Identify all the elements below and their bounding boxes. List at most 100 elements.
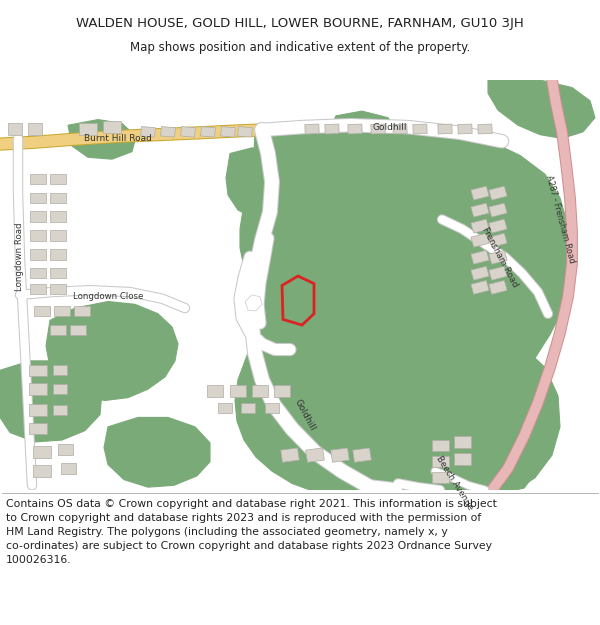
Polygon shape (241, 403, 255, 412)
Text: Longdown Road: Longdown Road (16, 223, 25, 291)
Polygon shape (471, 186, 489, 200)
Polygon shape (30, 211, 46, 222)
Polygon shape (265, 403, 279, 412)
Polygon shape (50, 174, 66, 184)
Polygon shape (431, 456, 449, 468)
Polygon shape (53, 365, 67, 376)
Polygon shape (61, 462, 76, 474)
Polygon shape (245, 295, 262, 311)
Polygon shape (50, 192, 66, 203)
Polygon shape (103, 121, 121, 132)
Polygon shape (0, 361, 102, 442)
Polygon shape (489, 219, 507, 233)
Polygon shape (274, 386, 290, 397)
Polygon shape (29, 384, 47, 395)
Text: Beech Avenue: Beech Avenue (435, 455, 475, 512)
Polygon shape (104, 418, 210, 487)
Text: Map shows position and indicative extent of the property.: Map shows position and indicative extent… (130, 41, 470, 54)
Text: Longdown Close: Longdown Close (73, 292, 143, 301)
Text: Frensham Road: Frensham Road (481, 226, 520, 289)
Polygon shape (46, 301, 178, 401)
Polygon shape (331, 448, 349, 462)
Polygon shape (74, 306, 90, 316)
Polygon shape (8, 123, 22, 134)
Polygon shape (70, 324, 86, 335)
Polygon shape (252, 386, 268, 397)
Polygon shape (53, 405, 67, 415)
Polygon shape (438, 124, 452, 134)
Polygon shape (471, 233, 489, 248)
Polygon shape (30, 231, 46, 241)
Polygon shape (140, 127, 155, 137)
Polygon shape (305, 124, 319, 134)
Polygon shape (29, 404, 47, 416)
Polygon shape (454, 453, 470, 464)
Polygon shape (488, 80, 595, 138)
Polygon shape (348, 124, 362, 134)
Polygon shape (235, 122, 572, 498)
Polygon shape (30, 268, 46, 278)
Polygon shape (50, 231, 66, 241)
Polygon shape (489, 266, 507, 280)
Polygon shape (218, 403, 232, 412)
Polygon shape (50, 284, 66, 294)
Polygon shape (454, 436, 470, 447)
Polygon shape (54, 306, 70, 316)
Polygon shape (489, 186, 507, 200)
Polygon shape (29, 423, 47, 434)
Polygon shape (353, 448, 371, 462)
Polygon shape (482, 452, 535, 493)
Polygon shape (30, 174, 46, 184)
Polygon shape (281, 448, 299, 462)
Polygon shape (33, 465, 51, 478)
Polygon shape (489, 250, 507, 264)
Polygon shape (478, 124, 492, 134)
Polygon shape (471, 266, 489, 280)
Text: Goldhill: Goldhill (293, 398, 317, 432)
Polygon shape (392, 330, 560, 503)
Polygon shape (431, 440, 449, 451)
Polygon shape (28, 123, 42, 134)
Text: Contains OS data © Crown copyright and database right 2021. This information is : Contains OS data © Crown copyright and d… (6, 499, 497, 565)
Polygon shape (471, 219, 489, 233)
Polygon shape (161, 127, 175, 137)
Polygon shape (226, 148, 302, 219)
Polygon shape (50, 211, 66, 222)
Text: Burnt Hill Road: Burnt Hill Road (84, 134, 152, 143)
Polygon shape (305, 448, 325, 462)
Polygon shape (230, 386, 246, 397)
Text: Goldhill: Goldhill (373, 122, 407, 132)
Polygon shape (181, 127, 196, 137)
Polygon shape (489, 203, 507, 217)
Polygon shape (431, 472, 449, 483)
Polygon shape (458, 124, 472, 134)
Polygon shape (221, 127, 235, 137)
Polygon shape (413, 124, 427, 134)
Text: A287 - Frensham Road: A287 - Frensham Road (544, 174, 576, 264)
Polygon shape (471, 281, 489, 294)
Polygon shape (53, 384, 67, 394)
Polygon shape (50, 324, 66, 335)
Polygon shape (471, 250, 489, 264)
Polygon shape (330, 111, 398, 150)
Polygon shape (393, 124, 407, 134)
Polygon shape (422, 427, 490, 474)
Polygon shape (29, 364, 47, 376)
Polygon shape (50, 249, 66, 259)
Polygon shape (238, 127, 253, 137)
Polygon shape (30, 249, 46, 259)
Polygon shape (30, 284, 46, 294)
Text: WALDEN HOUSE, GOLD HILL, LOWER BOURNE, FARNHAM, GU10 3JH: WALDEN HOUSE, GOLD HILL, LOWER BOURNE, F… (76, 18, 524, 31)
Polygon shape (207, 386, 223, 397)
Polygon shape (371, 124, 385, 134)
Polygon shape (58, 444, 73, 455)
Polygon shape (79, 123, 97, 135)
Polygon shape (30, 192, 46, 203)
Polygon shape (33, 446, 51, 458)
Polygon shape (471, 203, 489, 217)
Polygon shape (325, 124, 339, 134)
Polygon shape (68, 119, 136, 159)
Polygon shape (50, 268, 66, 278)
Polygon shape (489, 281, 507, 294)
Polygon shape (200, 127, 215, 137)
